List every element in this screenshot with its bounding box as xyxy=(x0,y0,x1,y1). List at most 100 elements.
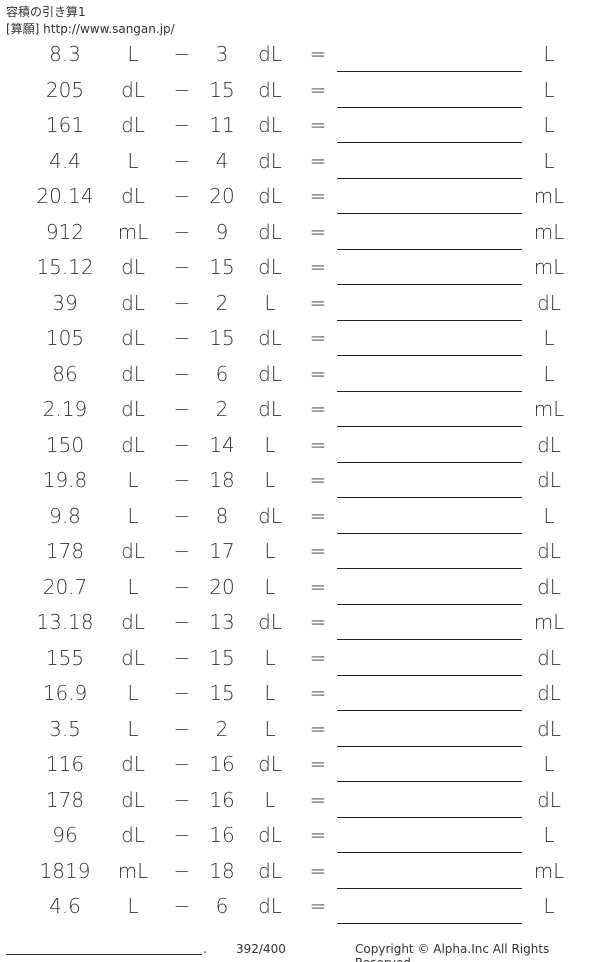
equals-sign: = xyxy=(309,716,327,741)
minuend: 20.14 xyxy=(36,184,94,208)
minus-sign: − xyxy=(173,468,191,492)
problem-row: 4.6 L −6 dL = L xyxy=(0,894,600,930)
answer-blank[interactable] xyxy=(337,781,522,782)
equals-sign: = xyxy=(309,468,327,492)
answer-blank[interactable] xyxy=(337,319,522,321)
subtrahend: 2 xyxy=(215,290,229,315)
answer-blank[interactable] xyxy=(337,923,522,924)
minuend: 3.5 xyxy=(49,716,81,741)
worksheet-title: 容積の引き算1 xyxy=(6,5,86,19)
minus-sign: − xyxy=(173,113,191,137)
problem-row: 20.14 dL −20 dL = mL xyxy=(0,184,600,220)
minuend-unit: dL xyxy=(121,539,145,563)
subtrahend: 17 xyxy=(209,539,235,563)
answer-blank[interactable] xyxy=(337,639,522,640)
minuend: 178 xyxy=(45,787,85,812)
equals-sign: = xyxy=(309,219,327,244)
problem-row: 8.3 L −3 dL = L xyxy=(0,42,600,78)
equals-sign: = xyxy=(309,290,327,315)
answer-unit: dL xyxy=(537,787,561,812)
subtrahend-unit: L xyxy=(264,432,276,457)
minuend-unit: dL xyxy=(121,645,145,670)
problem-row: 116 dL −16 dL = L xyxy=(0,752,600,788)
minuend: 912 xyxy=(45,219,85,244)
subtrahend-unit: dL xyxy=(258,361,282,386)
minuend-unit: L xyxy=(127,716,139,741)
answer-blank[interactable] xyxy=(337,213,522,214)
minuend-unit: dL xyxy=(121,361,145,386)
minuend: 4.4 xyxy=(49,148,81,173)
problem-row: 16.9 L −15 L = dL xyxy=(0,681,600,717)
answer-blank[interactable] xyxy=(337,390,522,392)
equals-sign: = xyxy=(309,645,327,670)
answer-blank[interactable] xyxy=(337,284,522,285)
answer-blank[interactable] xyxy=(337,674,522,676)
answer-blank[interactable] xyxy=(337,568,522,569)
answer-unit: dL xyxy=(537,290,561,315)
answer-blank[interactable] xyxy=(337,71,522,72)
answer-blank[interactable] xyxy=(337,426,522,427)
answer-blank[interactable] xyxy=(337,887,522,889)
minuend: 8.3 xyxy=(49,42,81,66)
answer-blank[interactable] xyxy=(337,142,522,143)
minuend-unit: dL xyxy=(121,77,145,102)
equals-sign: = xyxy=(309,610,327,634)
subtrahend-unit: dL xyxy=(258,255,282,279)
answer-unit: L xyxy=(543,823,555,847)
minuend-unit: dL xyxy=(121,823,145,847)
minuend-unit: dL xyxy=(121,255,145,279)
problem-row: 161 dL −11 dL = L xyxy=(0,113,600,149)
subtrahend-unit: L xyxy=(264,681,276,705)
answer-blank[interactable] xyxy=(337,816,522,818)
answer-unit: L xyxy=(543,42,555,66)
subtrahend-unit: dL xyxy=(258,184,282,208)
minuend: 13.18 xyxy=(36,610,94,634)
subtrahend-unit: dL xyxy=(258,219,282,244)
equals-sign: = xyxy=(309,397,327,421)
answer-blank[interactable] xyxy=(337,852,522,853)
answer-unit: mL xyxy=(533,397,565,421)
subtrahend-unit: L xyxy=(264,290,276,315)
minuend: 39 xyxy=(52,290,78,315)
minuend: 19.8 xyxy=(42,468,88,492)
equals-sign: = xyxy=(309,432,327,457)
minuend-unit: L xyxy=(127,681,139,705)
subtrahend-unit: L xyxy=(264,787,276,812)
equals-sign: = xyxy=(309,787,327,812)
answer-blank[interactable] xyxy=(337,745,522,747)
problem-row: 3.5 L −2 L = dL xyxy=(0,717,600,753)
answer-blank[interactable] xyxy=(337,248,522,250)
subtrahend-unit: dL xyxy=(258,610,282,634)
answer-blank[interactable] xyxy=(337,497,522,498)
answer-unit: L xyxy=(543,752,555,776)
subtrahend: 9 xyxy=(215,219,229,244)
subtrahend-unit: dL xyxy=(258,113,282,137)
problem-row: 86 dL −6 dL = L xyxy=(0,362,600,398)
subtrahend-unit: dL xyxy=(258,752,282,776)
problem-row: 155 dL −15 L = dL xyxy=(0,646,600,682)
answer-blank[interactable] xyxy=(337,106,522,108)
answer-unit: mL xyxy=(533,184,565,208)
answer-blank[interactable] xyxy=(337,355,522,356)
subtrahend: 18 xyxy=(209,858,235,883)
answer-blank[interactable] xyxy=(337,532,522,534)
subtrahend: 6 xyxy=(215,894,229,918)
answer-blank[interactable] xyxy=(337,461,522,463)
minuend: 96 xyxy=(52,823,78,847)
answer-blank[interactable] xyxy=(337,603,522,605)
problem-row: 105 dL −15 dL = L xyxy=(0,326,600,362)
answer-blank[interactable] xyxy=(337,177,522,179)
problem-row: 39 dL −2 L = dL xyxy=(0,291,600,327)
equals-sign: = xyxy=(309,255,327,279)
copyright: Copyright © Alpha.Inc All Rights Reserve… xyxy=(355,942,550,962)
equals-sign: = xyxy=(309,148,327,173)
name-line xyxy=(6,954,202,955)
answer-blank[interactable] xyxy=(337,710,522,711)
equals-sign: = xyxy=(309,113,327,137)
minuend-unit: L xyxy=(127,42,139,66)
minuend-unit: dL xyxy=(121,752,145,776)
source-link[interactable]: [算願] http://www.sangan.jp/ xyxy=(6,22,175,36)
answer-unit: mL xyxy=(533,610,565,634)
minuend: 178 xyxy=(45,539,85,563)
